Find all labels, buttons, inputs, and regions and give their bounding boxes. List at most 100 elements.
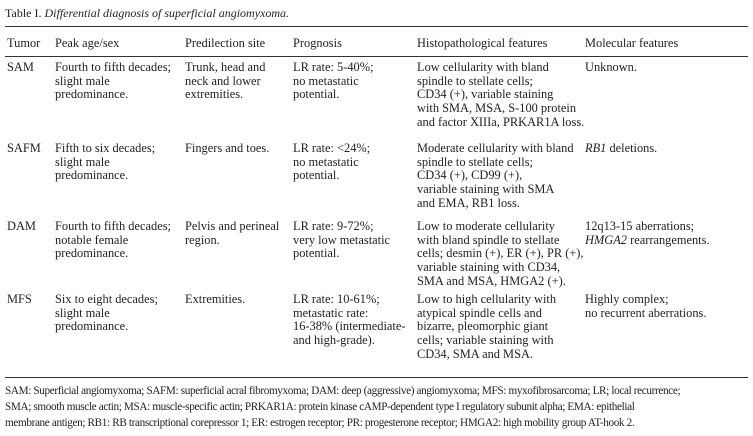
cell-predilection-site: Extremities. bbox=[185, 292, 245, 307]
cell-text: variable staining with SMA bbox=[417, 182, 555, 197]
cell-prognosis: LR rate: 5-40%; no metastatic potential. bbox=[293, 60, 374, 102]
cell-text: Fifth to six decades; bbox=[55, 141, 156, 155]
cell-text: DAM bbox=[7, 219, 36, 233]
cell-line: notable female bbox=[55, 232, 171, 248]
cell-molecular-features: Unknown. bbox=[585, 60, 637, 75]
cell-line: RB1 deletions. bbox=[585, 141, 657, 156]
cell-line: no recurrent aberrations. bbox=[585, 305, 707, 321]
cell-line: predominance. bbox=[55, 320, 158, 334]
cell-text: 16-38% (intermediate- bbox=[293, 319, 406, 334]
column-header-prognosis: Prognosis bbox=[293, 36, 342, 50]
cell-line: DAM bbox=[7, 219, 36, 234]
cell-text: LR rate: 9-72%; bbox=[293, 219, 374, 233]
cell-text: notable female bbox=[55, 232, 129, 247]
cell-text: and factor XIIIa, PRKAR1A loss. bbox=[417, 114, 585, 129]
footnote-line: membrane antigen; RB1: RB transcriptiona… bbox=[5, 417, 635, 429]
cell-molecular-features: 12q13-15 aberrations; HMGA2 rearrangement… bbox=[585, 219, 710, 248]
cell-line: HMGA2 rearrangements. bbox=[585, 233, 710, 248]
cell-text: CD34, SMA and MSA. bbox=[417, 346, 534, 361]
cell-line: neck and lower bbox=[185, 73, 265, 89]
cell-histopathological-features: Low cellularity with bland spindle to ste… bbox=[417, 60, 585, 130]
cell-text: very low metastatic bbox=[293, 232, 391, 247]
cell-line: spindle to stellate cells; bbox=[417, 74, 584, 89]
cell-text: slight male bbox=[55, 73, 110, 88]
cell-text: SAFM bbox=[7, 141, 41, 155]
cell-line: and high-grade). bbox=[293, 333, 406, 348]
cell-line: no metastatic bbox=[293, 154, 370, 170]
column-header-tumor: Tumor bbox=[7, 36, 41, 50]
footnote: SAM: Superficial angiomyxoma; SAFM: supe… bbox=[5, 383, 750, 431]
cell-line: atypical spindle cells and bbox=[417, 305, 556, 321]
cell-line: MFS bbox=[7, 292, 32, 307]
cell-tumor: SAFM bbox=[7, 141, 41, 156]
cell-line: no metastatic bbox=[293, 74, 374, 89]
cell-line: LR rate: 5-40%; bbox=[293, 60, 374, 75]
cell-text: LR rate: 5-40%; bbox=[293, 60, 374, 74]
cell-line: and factor XIIIa, PRKAR1A loss. bbox=[417, 114, 585, 130]
cell-line: Extremities. bbox=[185, 292, 245, 307]
cell-text: predominance. bbox=[55, 168, 129, 183]
cell-line: and EMA, RB1 loss. bbox=[417, 196, 574, 211]
cell-line: Highly complex; bbox=[585, 292, 706, 307]
footnote-line: SMA; smooth muscle actin; MSA: muscle-sp… bbox=[5, 401, 635, 413]
cell-line: variable staining with CD34, bbox=[417, 260, 584, 275]
cell-line: Low cellularity with bland bbox=[417, 60, 584, 75]
cell-text: atypical spindle cells and bbox=[417, 305, 542, 320]
cell-line: cells; desmin (+), ER (+), PR (+), bbox=[417, 247, 584, 261]
cell-line: CD34, SMA and MSA. bbox=[417, 346, 556, 362]
cell-text: neck and lower bbox=[185, 73, 261, 88]
cell-text: LR rate: 10-61%; bbox=[293, 292, 380, 306]
cell-line: Fourth to fifth decades; bbox=[55, 60, 171, 75]
cell-text: Low to high cellularity with bbox=[417, 292, 557, 306]
cell-line: Moderate cellularity with bland bbox=[417, 141, 574, 156]
cell-line: LR rate: 9-72%; bbox=[293, 219, 390, 234]
cell-text: potential. bbox=[293, 168, 340, 183]
cell-line: slight male bbox=[55, 73, 171, 89]
cell-line: predominance. bbox=[55, 169, 155, 183]
cell-line: 12q13-15 aberrations; bbox=[585, 219, 710, 234]
cell-text: Pelvis and perineal bbox=[185, 219, 280, 233]
cell-line: spindle to stellate cells; bbox=[417, 155, 574, 170]
cell-molecular-features: RB1 deletions. bbox=[585, 141, 657, 156]
cell-line: extremities. bbox=[185, 88, 265, 102]
cell-line: CD34 (+), CD99 (+), bbox=[417, 169, 574, 183]
cell-line: Fourth to fifth decades; bbox=[55, 219, 171, 234]
column-header-molecular-features: Molecular features bbox=[585, 36, 679, 50]
caption-label: Table I. bbox=[5, 6, 42, 20]
cell-text: no recurrent aberrations. bbox=[585, 305, 707, 320]
cell-text: no metastatic bbox=[293, 154, 359, 169]
cell-text: SMA and MSA, HMGA2 (+). bbox=[417, 273, 566, 288]
cell-peak-age-sex: Fourth to fifth decades; notable female pr… bbox=[55, 219, 171, 261]
cell-line: Low to high cellularity with bbox=[417, 292, 557, 307]
cell-line: Unknown. bbox=[585, 60, 637, 75]
footnote-line: SAM: Superficial angiomyxoma; SAFM: supe… bbox=[5, 385, 681, 397]
cell-text: metastatic rate: bbox=[293, 305, 369, 320]
cell-prognosis: LR rate: 10-61%; metastatic rate: 16-38% (… bbox=[293, 292, 406, 348]
cell-peak-age-sex: Fifth to six decades; slight male predomin… bbox=[55, 141, 156, 183]
cell-text: cells; desmin (+), ER (+), PR (+), bbox=[417, 246, 584, 261]
cell-line: predominance. bbox=[55, 247, 171, 261]
cell-molecular-features: Highly complex; no recurrent aberrations. bbox=[585, 292, 707, 321]
cell-histopathological-features: Moderate cellularity with bland spindle t… bbox=[417, 141, 574, 211]
cell-line: predominance. bbox=[55, 88, 171, 102]
cell-text: slight male bbox=[55, 305, 110, 320]
cell-line: SAM bbox=[7, 60, 34, 75]
cell-text: predominance. bbox=[55, 246, 129, 261]
cell-text: Moderate cellularity with bland bbox=[417, 141, 574, 155]
cell-line: CD34 (+), variable staining bbox=[417, 88, 584, 102]
cell-tumor: MFS bbox=[7, 292, 32, 307]
cell-text: extremities. bbox=[185, 87, 244, 102]
cell-histopathological-features: Low to moderate cellularity with bland sp… bbox=[417, 219, 584, 289]
cell-predilection-site: Pelvis and perineal region. bbox=[185, 219, 280, 247]
cell-text: and high-grade). bbox=[293, 333, 375, 348]
cell-text: LR rate: <24%; bbox=[293, 141, 371, 155]
cell-line: bizarre, pleomorphic giant bbox=[417, 320, 556, 334]
cell-line: Low to moderate cellularity bbox=[417, 219, 584, 234]
cell-text: MFS bbox=[7, 292, 32, 306]
cell-text: Highly complex; bbox=[585, 292, 669, 306]
cell-text: Trunk, head and bbox=[185, 60, 266, 74]
cell-text: predominance. bbox=[55, 87, 129, 102]
cell-text: potential. bbox=[293, 246, 340, 261]
cell-text: Fourth to fifth decades; bbox=[55, 219, 171, 233]
cell-line: Pelvis and perineal bbox=[185, 219, 280, 234]
